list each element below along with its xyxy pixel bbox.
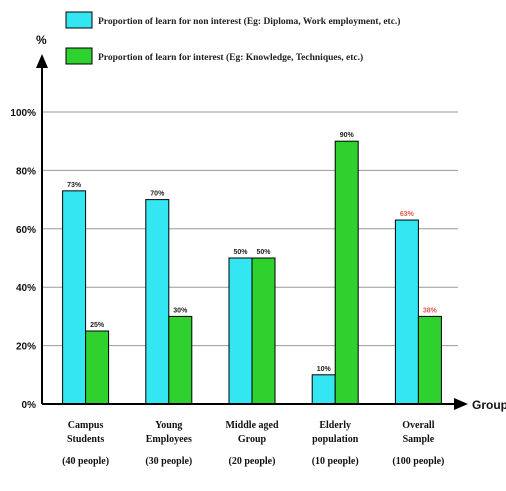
x-tick-label: Group	[238, 434, 267, 445]
bar-value-label: 70%	[150, 191, 165, 198]
bar	[334, 140, 359, 405]
legend-label-interest: Proportion of learn for interest (Eg: Kn…	[98, 52, 363, 63]
x-tick-label: (20 people)	[229, 456, 276, 467]
x-tick-labels: Campus Students (40 people) Young Employees (…	[62, 420, 444, 467]
bar-value-label: 73%	[67, 182, 82, 189]
bar-value-label: 25%	[90, 322, 105, 329]
bar	[145, 199, 170, 405]
bar-value-label: 50%	[256, 249, 271, 256]
x-tick-label: (40 people)	[62, 456, 109, 467]
x-axis-label: Group	[472, 398, 506, 412]
bar	[417, 315, 442, 405]
bar	[251, 257, 276, 405]
y-tick-label: 80%	[16, 166, 36, 177]
bar-value-label: 30%	[173, 307, 188, 314]
legend-swatch-non-interest	[65, 11, 93, 29]
bar-value-label: 63%	[400, 211, 415, 218]
legend-label-non-interest: Proportion of learn for non interest (Eg…	[98, 16, 400, 27]
bar-value-label: 50%	[233, 249, 248, 256]
bar	[228, 257, 253, 405]
legend: Proportion of learn for non interest (Eg…	[65, 11, 400, 65]
y-tick-label: 20%	[16, 342, 36, 353]
bar-value-label: 10%	[317, 366, 332, 373]
x-tick-label: (10 people)	[312, 456, 359, 467]
legend-swatch-interest	[65, 47, 93, 65]
bar-value-labels: 73% 25% 70% 30% 50% 50% 10% 90% 63% 38%	[67, 132, 438, 373]
bar	[62, 190, 87, 405]
x-tick-label: population	[312, 434, 359, 445]
x-tick-label: Elderly	[319, 420, 351, 431]
x-tick-label: Sample	[403, 434, 435, 445]
bar-value-label: 90%	[340, 132, 355, 139]
x-tick-label: Overall	[402, 420, 434, 431]
axes	[36, 54, 468, 410]
x-tick-label: Middle aged	[225, 420, 278, 431]
x-tick-label: Students	[67, 434, 104, 445]
bar	[85, 330, 110, 405]
bar	[168, 315, 193, 405]
x-tick-label: Campus	[68, 420, 104, 431]
y-tick-label: 60%	[16, 225, 36, 236]
y-axis-label: %	[36, 33, 47, 47]
bars	[62, 140, 442, 405]
x-tick-label: Employees	[146, 434, 192, 445]
bar	[311, 374, 336, 405]
y-tick-label: 0%	[22, 400, 37, 411]
x-axis-arrow-icon	[454, 398, 468, 410]
bar-value-label: 38%	[423, 307, 438, 314]
bar	[394, 219, 419, 405]
grid	[42, 111, 458, 347]
y-tick-label: 40%	[16, 283, 36, 294]
y-tick-labels: 0% 20% 40% 60% 80% 100%	[10, 108, 36, 411]
y-tick-label: 100%	[10, 108, 36, 119]
x-tick-label: Young	[155, 420, 182, 431]
y-axis-arrow-icon	[36, 54, 48, 68]
x-tick-label: (100 people)	[392, 456, 444, 467]
x-tick-label: (30 people)	[145, 456, 192, 467]
